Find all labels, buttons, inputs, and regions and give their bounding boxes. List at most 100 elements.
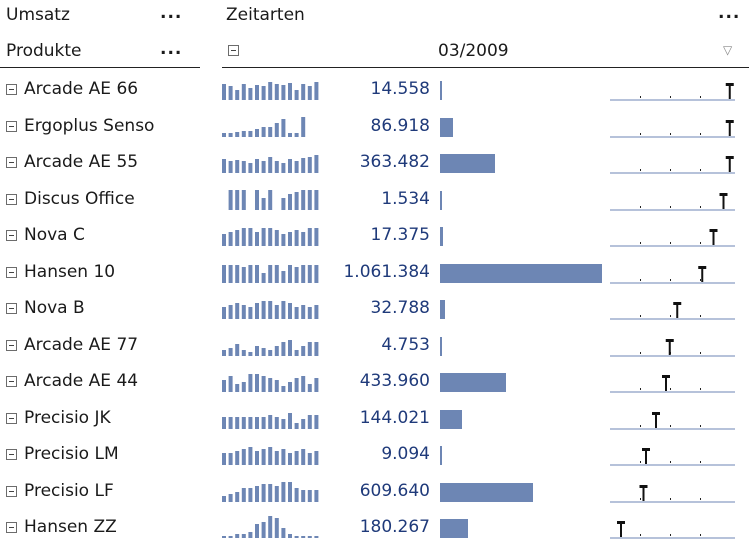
expand-row-icon[interactable] bbox=[6, 376, 17, 387]
sparkline-bar bbox=[248, 307, 253, 319]
product-name[interactable]: Hansen ZZ bbox=[24, 517, 117, 537]
range-marker bbox=[728, 157, 731, 172]
product-name[interactable]: Arcade AE 44 bbox=[24, 371, 139, 391]
range-tick bbox=[700, 534, 701, 536]
table-row[interactable]: Hansen ZZ 180.267 bbox=[0, 510, 749, 546]
table-row[interactable]: Precisio JK 144.021 bbox=[0, 401, 749, 437]
expand-row-icon[interactable] bbox=[6, 303, 17, 314]
sparkline-bar bbox=[288, 481, 292, 502]
sparkline-bar bbox=[314, 451, 319, 465]
product-name[interactable]: Precisio LM bbox=[24, 444, 119, 464]
product-name[interactable]: Ergoplus Senso bbox=[24, 115, 155, 136]
range-tick bbox=[670, 388, 671, 390]
product-name[interactable]: Arcade AE 55 bbox=[24, 152, 139, 172]
product-name[interactable]: Hansen 10 bbox=[24, 261, 116, 282]
range-marker-cap bbox=[673, 302, 682, 305]
measure-label[interactable]: Umsatz bbox=[6, 5, 70, 25]
sparkline-chart bbox=[222, 116, 306, 137]
sparkline-bar bbox=[268, 447, 273, 465]
product-name[interactable]: Discus Office bbox=[24, 188, 135, 209]
expand-row-icon[interactable] bbox=[6, 449, 17, 460]
value-bar bbox=[440, 336, 442, 356]
table-row[interactable]: Ergoplus Senso 86.918 bbox=[0, 109, 749, 145]
table-row[interactable]: Nova C 17.375 bbox=[0, 218, 749, 254]
sparkline-bar bbox=[235, 384, 240, 392]
rows-menu-button[interactable]: ... bbox=[160, 39, 183, 59]
sparkline-bar bbox=[228, 536, 233, 538]
expand-row-icon[interactable] bbox=[6, 193, 17, 205]
expand-row-icon[interactable] bbox=[6, 412, 17, 424]
dimension-menu-button[interactable]: ... bbox=[718, 3, 741, 23]
sparkline-bar bbox=[228, 347, 233, 356]
range-marker bbox=[642, 485, 645, 501]
table-row[interactable]: Arcade AE 55 363.482 bbox=[0, 145, 749, 181]
sparkline-bar bbox=[281, 234, 286, 246]
expand-row-icon[interactable] bbox=[6, 230, 17, 241]
sparkline-bar bbox=[307, 264, 312, 283]
sparkline-chart bbox=[222, 155, 319, 173]
table-row[interactable]: Arcade AE 66 14.558 bbox=[0, 72, 749, 108]
expand-row-icon[interactable] bbox=[6, 266, 17, 278]
table-row[interactable]: Hansen 10 1.061.384 bbox=[0, 255, 749, 291]
expand-all-icon[interactable] bbox=[228, 45, 239, 56]
sparkline-bar bbox=[274, 161, 279, 173]
table-row[interactable]: Precisio LM 9.094 bbox=[0, 437, 749, 473]
sparkline-bar bbox=[255, 232, 259, 246]
product-name[interactable]: Nova B bbox=[24, 298, 85, 318]
value-bar bbox=[440, 519, 468, 538]
filter-icon[interactable]: ▽ bbox=[723, 43, 733, 57]
range-marker bbox=[676, 303, 679, 318]
sparkline-bar bbox=[268, 264, 273, 283]
sparkline-bar bbox=[268, 414, 273, 429]
table-row[interactable]: Nova B 32.788 bbox=[0, 291, 749, 327]
sparkline-chart bbox=[222, 82, 319, 100]
dimension-label[interactable]: Zeitarten bbox=[226, 5, 305, 25]
table-row[interactable]: Discus Office 1.534 bbox=[0, 182, 749, 218]
measure-menu-button[interactable]: ... bbox=[160, 3, 183, 23]
range-tick bbox=[640, 388, 641, 390]
sparkline-bar bbox=[294, 422, 299, 429]
sparkline-bar bbox=[301, 418, 306, 429]
sparkline-bar bbox=[248, 447, 253, 465]
product-name[interactable]: Precisio JK bbox=[24, 407, 111, 428]
sparkline-bar bbox=[288, 382, 292, 392]
expand-row-icon[interactable] bbox=[6, 339, 17, 351]
expand-row-icon[interactable] bbox=[6, 120, 17, 132]
sparkline-bar bbox=[235, 264, 240, 283]
range-tick bbox=[640, 242, 641, 244]
period-label[interactable]: 03/2009 bbox=[438, 41, 509, 61]
expand-row-icon[interactable] bbox=[6, 84, 17, 95]
sparkline-bar bbox=[307, 157, 312, 173]
sparkline-bar bbox=[307, 228, 312, 246]
sparkline-bar bbox=[228, 376, 233, 392]
sparkline-bar bbox=[294, 191, 299, 210]
product-name[interactable]: Precisio LF bbox=[24, 480, 114, 501]
sparkline-bar bbox=[314, 305, 319, 319]
range-indicator bbox=[610, 265, 735, 283]
header-divider-right bbox=[222, 67, 749, 68]
value-bar bbox=[440, 482, 534, 502]
sparkline-bar bbox=[281, 386, 286, 392]
product-name[interactable]: Nova C bbox=[24, 225, 85, 245]
product-name[interactable]: Arcade AE 77 bbox=[24, 334, 139, 355]
expand-row-icon[interactable] bbox=[6, 157, 17, 168]
sparkline-bar bbox=[255, 128, 259, 137]
expand-row-icon[interactable] bbox=[6, 485, 17, 497]
product-name[interactable]: Arcade AE 66 bbox=[24, 79, 139, 99]
value-bar bbox=[440, 446, 442, 465]
sparkline-bar bbox=[255, 345, 259, 356]
table-row[interactable]: Arcade AE 77 4.753 bbox=[0, 328, 749, 364]
expand-row-icon[interactable] bbox=[6, 522, 17, 533]
table-row[interactable]: Precisio LF 609.640 bbox=[0, 474, 749, 510]
sparkline-bar bbox=[301, 158, 306, 173]
sparkline-bar bbox=[255, 451, 259, 465]
range-marker-cap bbox=[725, 83, 734, 86]
value-label: 17.375 bbox=[370, 225, 430, 245]
sparkline-bar bbox=[261, 483, 266, 502]
rows-label[interactable]: Produkte bbox=[6, 41, 82, 61]
sparkline-bar bbox=[294, 536, 299, 538]
range-marker bbox=[645, 449, 647, 464]
sparkline-bar bbox=[294, 90, 299, 100]
table-row[interactable]: Arcade AE 44 433.960 bbox=[0, 364, 749, 400]
range-marker-cap bbox=[719, 192, 728, 196]
